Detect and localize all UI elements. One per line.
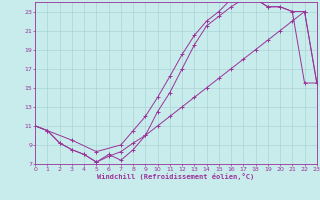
X-axis label: Windchill (Refroidissement éolien,°C): Windchill (Refroidissement éolien,°C) (97, 173, 255, 180)
